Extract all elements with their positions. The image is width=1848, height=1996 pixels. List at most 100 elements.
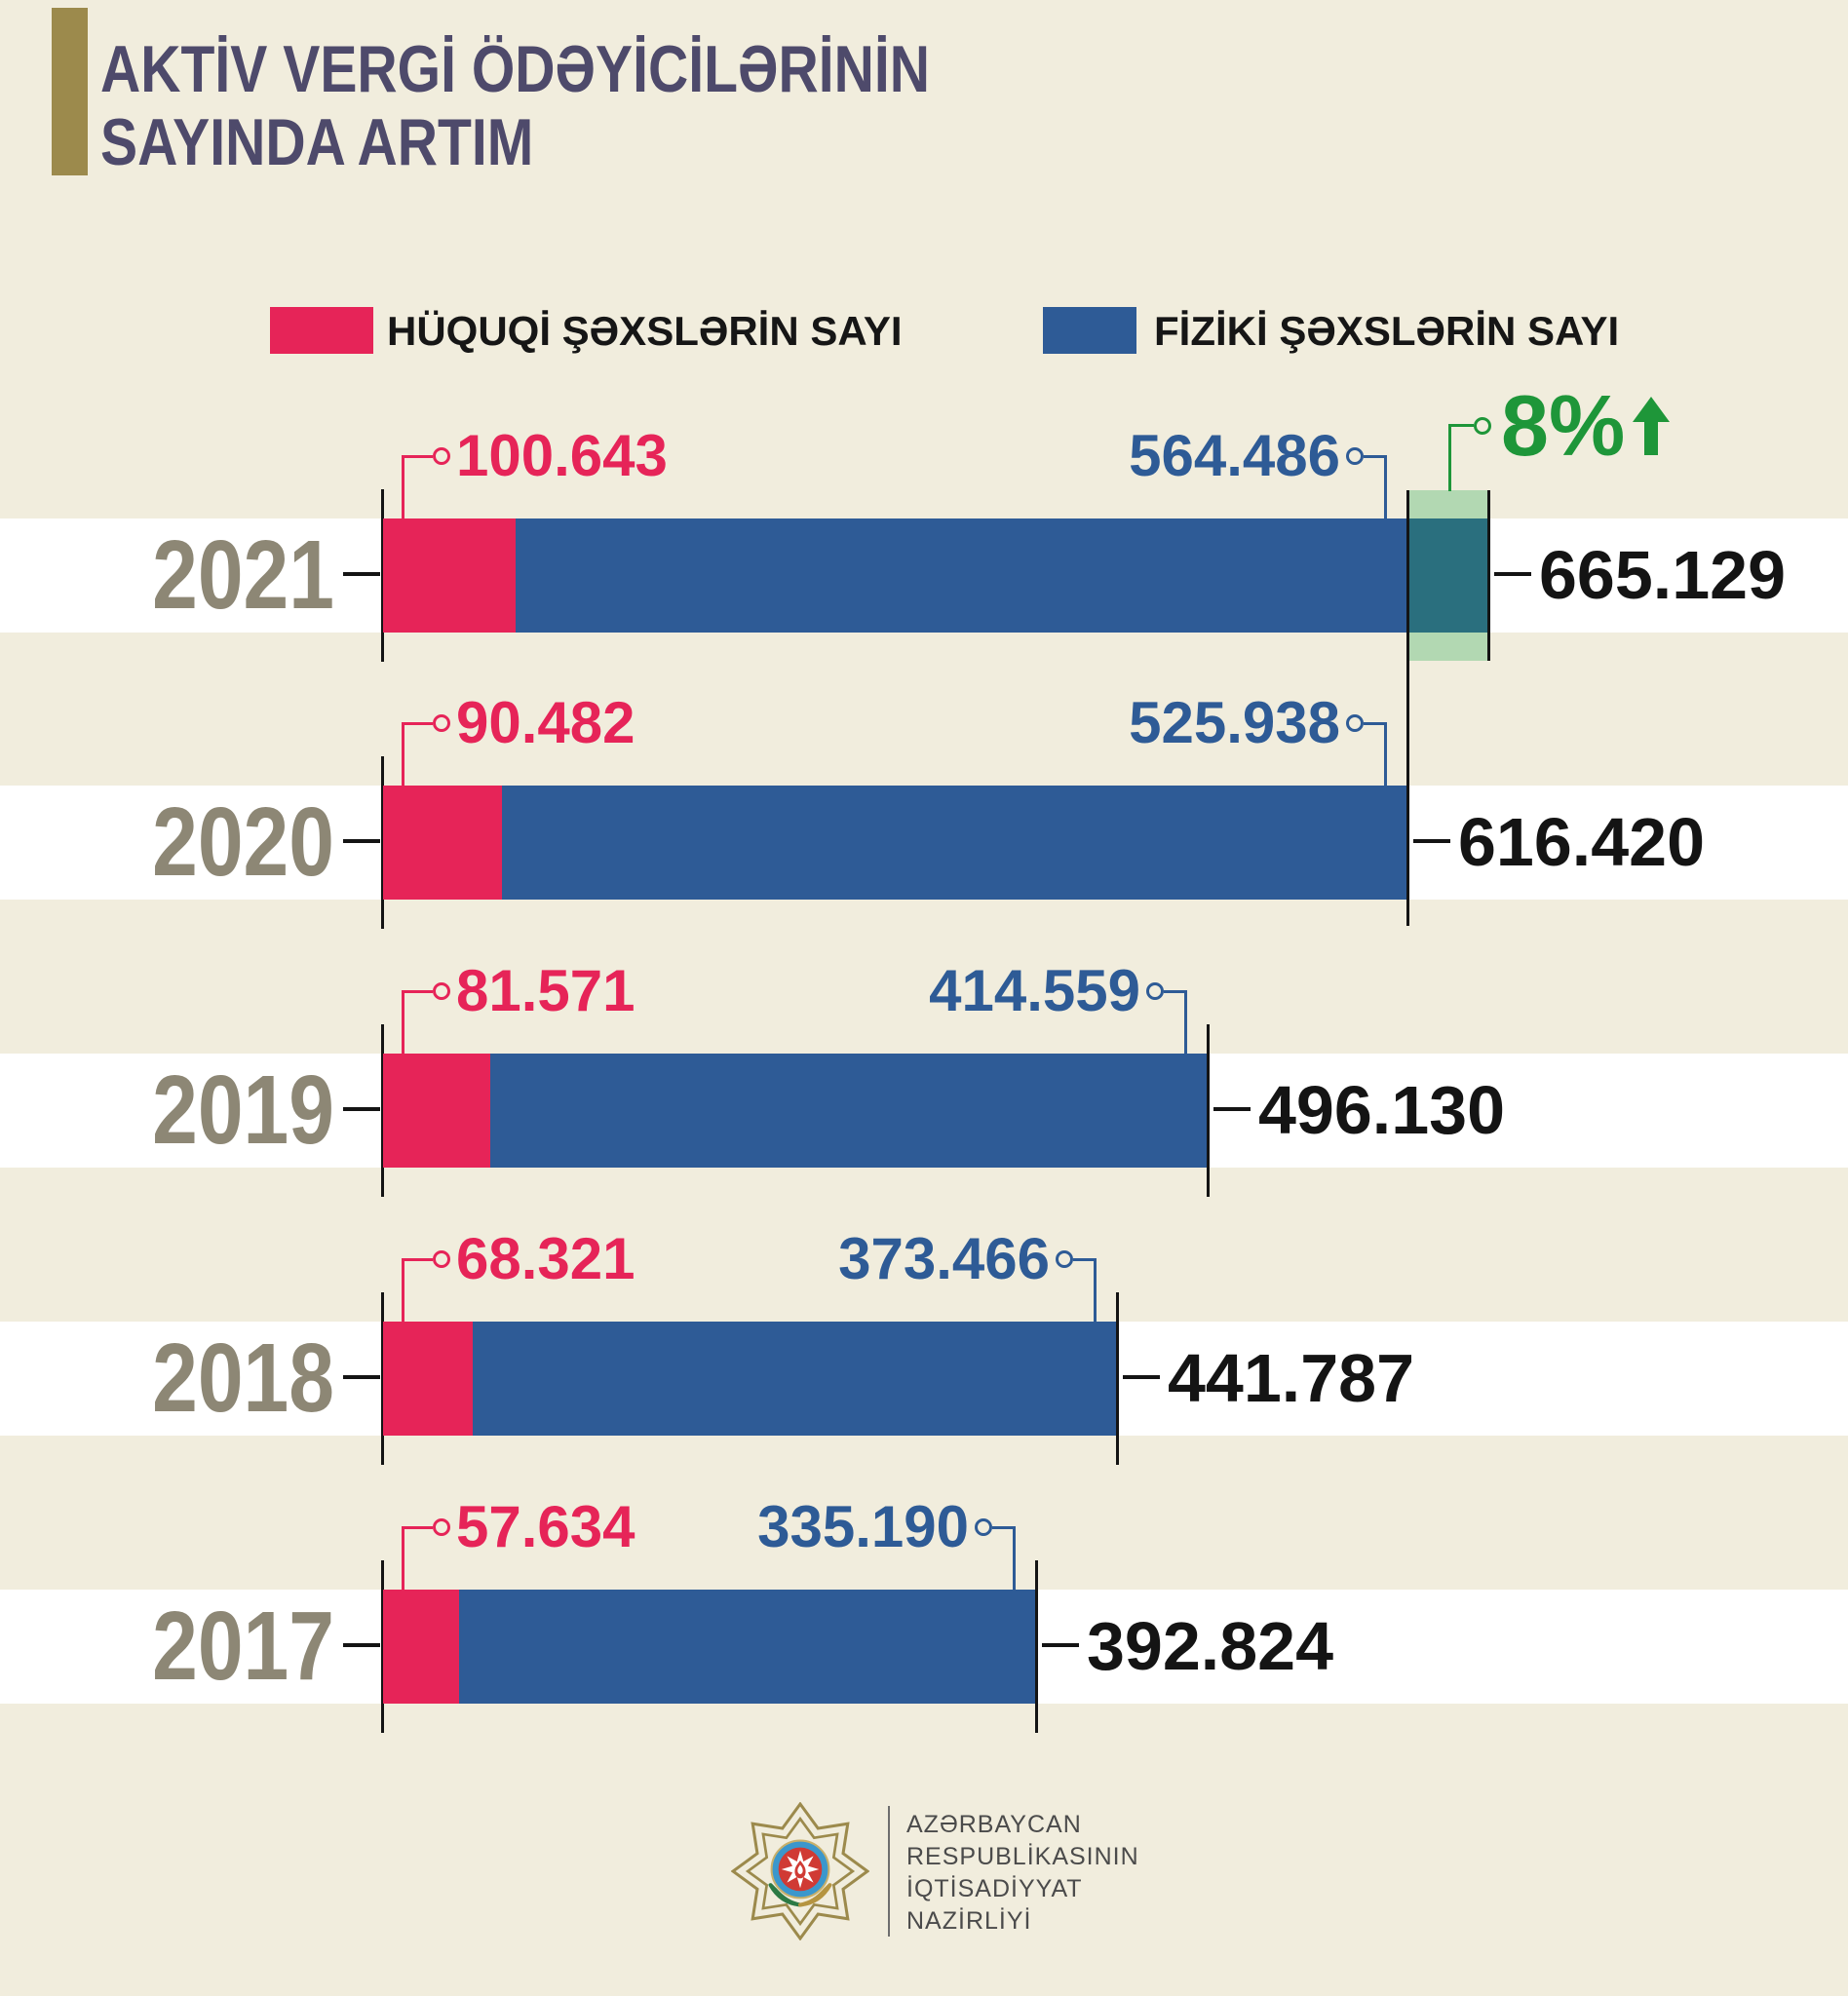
year-tick-2020 [343, 839, 380, 843]
legal-segment-2017 [383, 1590, 459, 1704]
bar-2021 [383, 490, 1488, 661]
legal-callout-circle [433, 1518, 450, 1536]
individual-segment-2021 [516, 518, 1488, 633]
individual-value-label-2017: 335.190 [757, 1494, 969, 1559]
legal-value-label-2017: 57.634 [456, 1494, 635, 1559]
footer-line-3: İQTİSADİYYAT [906, 1875, 1083, 1902]
bar-2019 [383, 1054, 1208, 1168]
year-tick-2017 [343, 1643, 380, 1647]
title-accent-bar [52, 8, 88, 175]
legal-segment-2018 [383, 1322, 473, 1436]
year-label-2021: 2021 [152, 520, 334, 630]
year-label-2020: 2020 [152, 787, 334, 897]
individual-segment-2020 [502, 786, 1407, 900]
individual-callout-circle [1346, 714, 1364, 732]
legal-value-label-2020: 90.482 [456, 690, 635, 755]
growth-percent-label: 8% [1501, 377, 1626, 474]
end-marker-2020 [1406, 490, 1409, 926]
year-tick-2018 [343, 1375, 380, 1379]
individual-callout-circle [1056, 1250, 1073, 1268]
legal-callout-vline [402, 724, 404, 786]
legend-swatch-individual [1043, 307, 1136, 354]
legend-swatch-legal [270, 307, 373, 354]
total-label-2019: 496.130 [1258, 1072, 1506, 1148]
legal-callout-vline [402, 1260, 404, 1322]
total-label-2018: 441.787 [1168, 1340, 1415, 1416]
legal-segment-2020 [383, 786, 502, 900]
coat-of-arms [768, 1839, 832, 1907]
year-tick-2019 [343, 1107, 380, 1111]
bar-2017 [383, 1590, 1036, 1704]
end-marker-2021 [1487, 490, 1490, 661]
individual-callout-hline [1364, 722, 1387, 725]
growth-callout-hline [1448, 424, 1474, 427]
footer-ministry-name: AZƏRBAYCAN RESPUBLİKASININ İQTİSADİYYAT … [906, 1809, 1139, 1938]
legal-value-label-2018: 68.321 [456, 1226, 635, 1291]
year-label-2018: 2018 [152, 1324, 334, 1433]
total-tick-2021 [1494, 572, 1531, 576]
legal-segment-2019 [383, 1054, 490, 1168]
year-label-2019: 2019 [152, 1056, 334, 1165]
individual-callout-circle [1146, 982, 1164, 1000]
legend-label-individual: FİZİKİ ŞƏXSLƏRİN SAYI [1154, 308, 1620, 354]
legal-value-label-2019: 81.571 [456, 958, 635, 1023]
legal-callout-hline [402, 722, 433, 725]
total-tick-2017 [1042, 1643, 1079, 1647]
axis-line-2021 [381, 489, 384, 662]
year-tick-2021 [343, 572, 380, 576]
individual-callout-circle [1346, 447, 1364, 465]
ministry-emblem [731, 1802, 869, 1940]
footer-line-4: NAZİRLİYİ [906, 1907, 1032, 1935]
individual-callout-vline [1384, 457, 1387, 518]
total-tick-2018 [1123, 1375, 1160, 1379]
growth-highlight-overlap [1407, 518, 1488, 633]
growth-highlight-2021 [1407, 490, 1488, 661]
legend-label-legal: HÜQUQİ ŞƏXSLƏRİN SAYI [387, 308, 903, 354]
year-label-2017: 2017 [152, 1592, 334, 1701]
individual-callout-hline [1164, 990, 1187, 993]
individual-value-label-2018: 373.466 [838, 1226, 1050, 1291]
individual-callout-vline [1013, 1528, 1016, 1590]
legal-segment-2021 [383, 518, 516, 633]
individual-value-label-2021: 564.486 [1129, 423, 1340, 488]
footer-line-2: RESPUBLİKASININ [906, 1843, 1139, 1870]
individual-callout-vline [1094, 1260, 1097, 1322]
individual-value-label-2020: 525.938 [1129, 690, 1340, 755]
growth-badge: 8% [1501, 377, 1671, 474]
axis-line-2017 [381, 1560, 384, 1733]
axis-line-2020 [381, 756, 384, 929]
footer-divider [888, 1806, 890, 1937]
legal-callout-hline [402, 455, 433, 458]
axis-line-2018 [381, 1292, 384, 1465]
footer-line-1: AZƏRBAYCAN [906, 1811, 1082, 1838]
total-tick-2020 [1413, 839, 1450, 843]
individual-segment-2019 [490, 1054, 1208, 1168]
legal-callout-hline [402, 1258, 433, 1261]
individual-callout-vline [1184, 992, 1187, 1054]
end-marker-2017 [1035, 1560, 1038, 1733]
individual-value-label-2019: 414.559 [929, 958, 1140, 1023]
legal-value-label-2021: 100.643 [456, 423, 668, 488]
total-label-2020: 616.420 [1458, 804, 1706, 880]
individual-callout-vline [1384, 724, 1387, 786]
individual-callout-hline [992, 1526, 1016, 1529]
growth-callout-vline [1448, 426, 1451, 491]
individual-callout-hline [1073, 1258, 1097, 1261]
page-title-line2: SAYINDA ARTIM [100, 105, 534, 179]
individual-segment-2018 [473, 1322, 1117, 1436]
legal-callout-vline [402, 1528, 404, 1590]
total-label-2021: 665.129 [1539, 537, 1787, 613]
legal-callout-circle [433, 1250, 450, 1268]
arrow-up-icon [1633, 397, 1671, 455]
axis-line-2019 [381, 1024, 384, 1197]
page-title-line1: AKTİV VERGİ ÖDƏYİCİLƏRİNİN [100, 32, 930, 106]
growth-callout-circle [1474, 417, 1491, 435]
legal-callout-hline [402, 990, 433, 993]
legal-callout-vline [402, 457, 404, 518]
bar-2020 [383, 786, 1407, 900]
individual-callout-hline [1364, 455, 1387, 458]
legal-callout-circle [433, 447, 450, 465]
total-label-2017: 392.824 [1087, 1608, 1334, 1684]
legal-callout-vline [402, 992, 404, 1054]
